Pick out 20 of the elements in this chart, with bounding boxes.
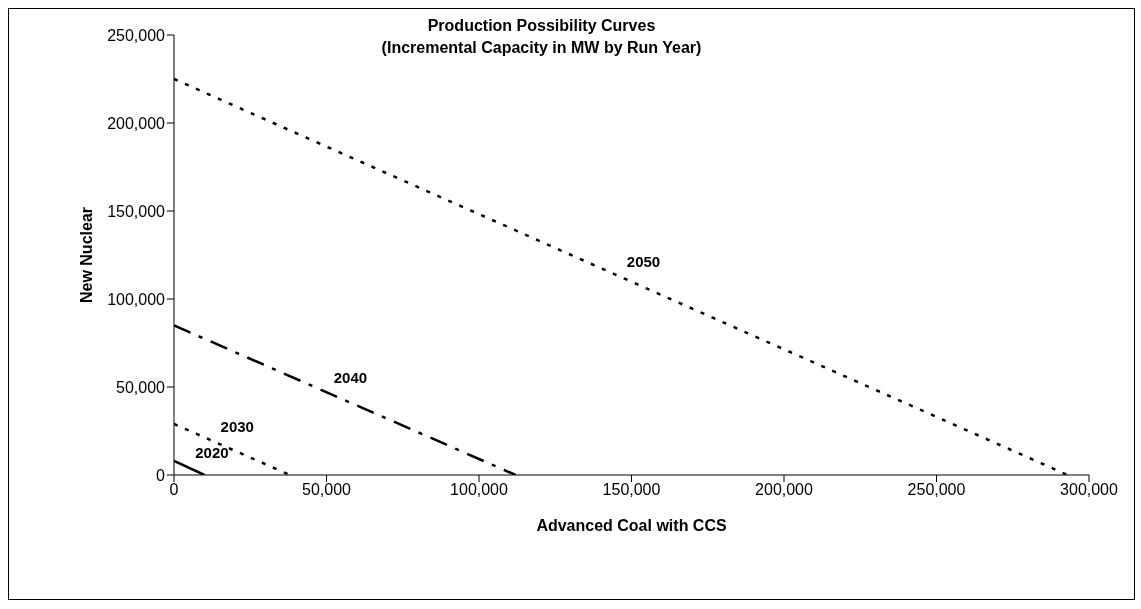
- x-tick-label: 0: [169, 481, 179, 499]
- y-tick-label: 250,000: [107, 26, 166, 44]
- series-label: 2020: [195, 443, 229, 461]
- y-tick-label: 200,000: [107, 114, 166, 132]
- series-label: 2050: [626, 253, 661, 270]
- x-tick-label: 300,000: [1060, 481, 1119, 499]
- x-tick-label: 200,000: [755, 481, 814, 499]
- y-tick-label: 50,000: [116, 378, 166, 396]
- x-tick-label: 100,000: [450, 481, 509, 499]
- x-tick-label: 250,000: [907, 481, 966, 499]
- series-label: 2040: [333, 368, 368, 386]
- x-tick-label: 50,000: [302, 481, 352, 499]
- x-tick-label: 150,000: [602, 481, 661, 499]
- y-tick-label: 100,000: [107, 290, 166, 308]
- series-label: 2030: [220, 417, 254, 435]
- x-axis-title: Advanced Coal with CCS: [536, 517, 727, 534]
- chart-title: Production Possibility Curves (Incremental Capacity in MW by Run Year): [381, 17, 702, 56]
- y-axis-title: New Nuclear: [77, 206, 95, 304]
- y-tick-label: 150,000: [107, 202, 166, 220]
- y-tick-label: 0: [156, 466, 166, 484]
